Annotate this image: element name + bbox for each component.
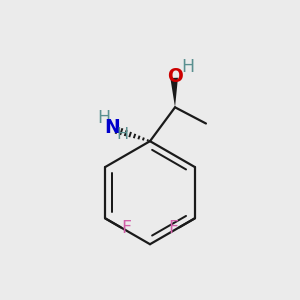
Text: F: F <box>168 220 178 238</box>
Text: H: H <box>117 127 129 142</box>
Text: H: H <box>97 109 110 127</box>
Polygon shape <box>170 78 178 107</box>
Text: O: O <box>167 68 183 86</box>
Text: F: F <box>122 220 132 238</box>
Text: H: H <box>182 58 195 76</box>
Text: N: N <box>104 118 120 137</box>
